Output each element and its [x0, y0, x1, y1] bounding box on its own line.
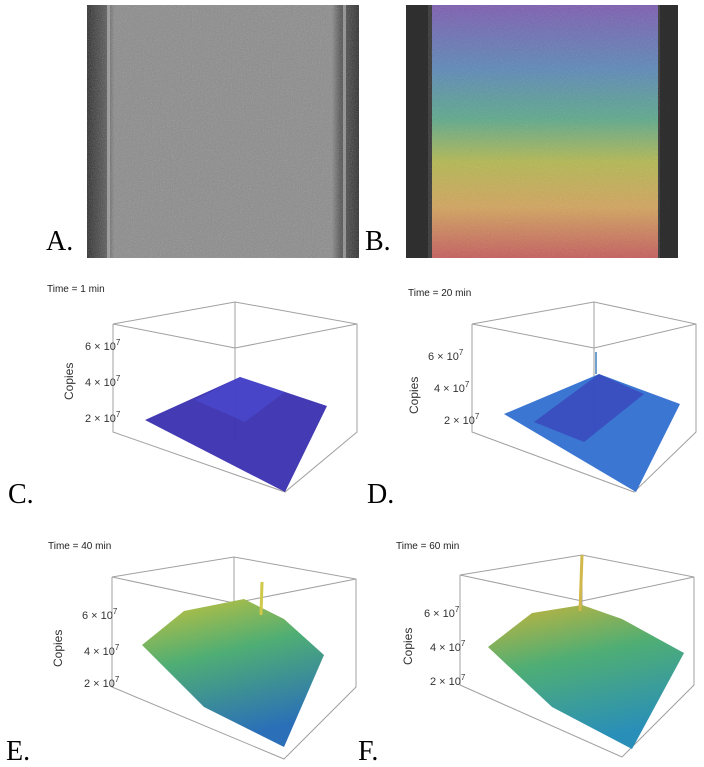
microscopy-image-grayscale [87, 5, 359, 258]
surface-c [145, 377, 327, 492]
time-label-e: Time = 40 min [48, 541, 111, 552]
microscopy-image-colored [406, 5, 678, 258]
tick-label-f-2: 2 × 107 [430, 673, 466, 688]
y-axis-title-c: Copies [62, 363, 76, 400]
time-label-d: Time = 20 min [408, 288, 471, 299]
y-axis-title-f: Copies [401, 628, 415, 665]
surface-plot-d-svg: Time = 20 min 6 × 107 4 × 107 2 × 107 Co… [407, 288, 697, 493]
surface-plot-f: Time = 60 min 6 × 107 4 × 107 2 × 107 Co… [392, 535, 698, 760]
panel-label-c: C. [8, 479, 34, 510]
panel-label-b: B. [365, 226, 391, 257]
panel-label-f: F. [358, 736, 379, 767]
surface-plot-c: Time = 1 min 6 × 107 4 × 107 2 × 107 Cop… [45, 282, 365, 507]
tick-label-f-6: 6 × 107 [424, 605, 460, 620]
surface-plot-e-svg: Time = 40 min 6 × 107 4 × 107 2 × 107 Co… [48, 541, 357, 760]
tick-label-e-4: 4 × 107 [84, 643, 120, 658]
surface-plot-c-svg: Time = 1 min 6 × 107 4 × 107 2 × 107 Cop… [47, 284, 358, 493]
surface-plot-d: Time = 20 min 6 × 107 4 × 107 2 × 107 Co… [404, 282, 700, 507]
y-axis-title-e: Copies [51, 630, 65, 667]
tick-label-e-6: 6 × 107 [82, 607, 118, 622]
time-label-c: Time = 1 min [47, 284, 105, 295]
tick-label-c-4: 4 × 107 [85, 374, 121, 389]
tick-label-d-4: 4 × 107 [434, 380, 470, 395]
tick-label-d-2: 2 × 107 [444, 412, 480, 427]
surface-plot-e: Time = 40 min 6 × 107 4 × 107 2 × 107 Co… [44, 537, 362, 762]
tick-label-d-6: 6 × 107 [428, 348, 464, 363]
tick-label-c-2: 2 × 107 [85, 410, 121, 425]
tick-label-c-6: 6 × 107 [85, 338, 121, 353]
time-label-f: Time = 60 min [396, 541, 459, 552]
panel-label-e: E. [6, 736, 31, 767]
surface-e [142, 599, 324, 747]
panel-label-d: D. [367, 479, 395, 510]
surface-plot-f-svg: Time = 60 min 6 × 107 4 × 107 2 × 107 Co… [396, 541, 695, 758]
y-axis-title-d: Copies [407, 377, 421, 414]
tick-label-f-4: 4 × 107 [430, 639, 466, 654]
panel-label-a: A. [46, 226, 74, 257]
tick-label-e-2: 2 × 107 [84, 675, 120, 690]
surface-f [488, 605, 684, 749]
